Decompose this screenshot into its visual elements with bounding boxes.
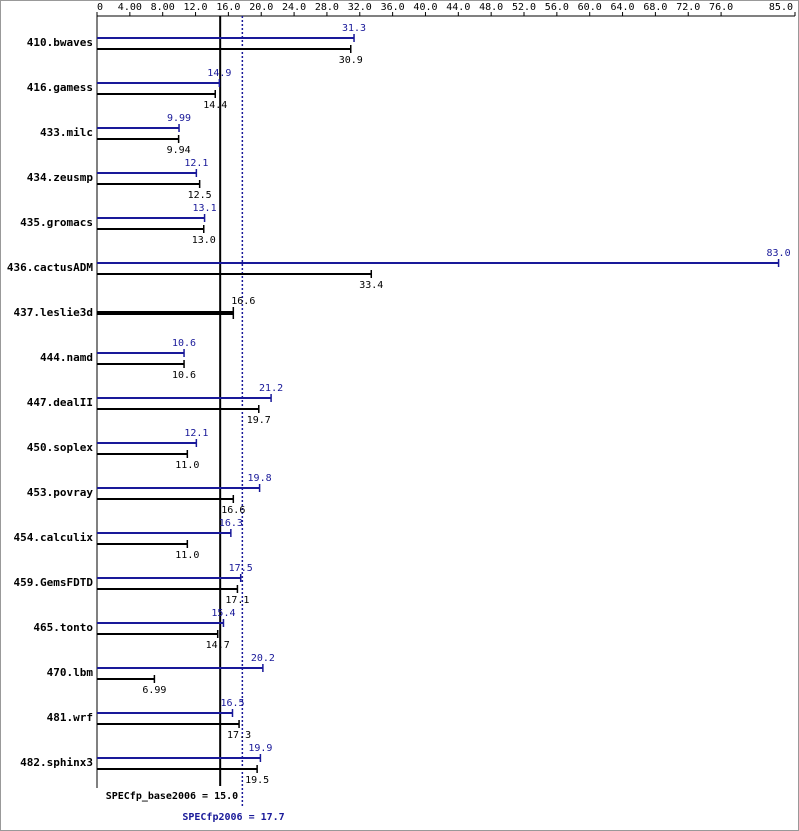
category-label: 454.calculix	[14, 531, 94, 544]
x-tick-label: 24.0	[282, 2, 306, 13]
category-label: 459.GemsFDTD	[14, 576, 94, 589]
x-tick-label: 12.0	[183, 2, 207, 13]
x-tick-label: 56.0	[545, 2, 569, 13]
category-label: 436.cactusADM	[7, 261, 93, 274]
x-tick-label: 32.0	[348, 2, 372, 13]
value-label: 13.0	[192, 235, 216, 246]
category-label: 481.wrf	[47, 711, 93, 724]
x-tick-label: 16.0	[216, 2, 240, 13]
x-tick-label: 48.0	[479, 2, 503, 13]
x-tick-label: 40.0	[413, 2, 437, 13]
category-label: 437.leslie3d	[14, 306, 93, 319]
value-label: 20.2	[251, 653, 275, 664]
x-tick-label: 0	[97, 2, 103, 13]
value-label: 12.1	[184, 158, 208, 169]
reference-label: SPECfp_base2006 = 15.0	[106, 791, 238, 802]
value-label: 14.7	[206, 640, 230, 651]
value-label: 33.4	[359, 280, 383, 291]
value-label: 17.1	[225, 595, 249, 606]
x-tick-label: 72.0	[676, 2, 700, 13]
category-label: 482.sphinx3	[20, 756, 93, 769]
category-label: 444.namd	[40, 351, 93, 364]
value-label: 6.99	[142, 685, 166, 696]
value-label: 19.9	[248, 743, 272, 754]
value-label: 12.1	[184, 428, 208, 439]
x-tick-label: 68.0	[643, 2, 667, 13]
category-label: 416.gamess	[27, 81, 93, 94]
x-tick-label: 44.0	[446, 2, 470, 13]
x-tick-label: 36.0	[381, 2, 405, 13]
value-label: 16.6	[221, 505, 245, 516]
value-label: 16.5	[220, 698, 244, 709]
value-label: 10.6	[172, 338, 196, 349]
value-label: 31.3	[342, 23, 366, 34]
category-label: 435.gromacs	[20, 216, 93, 229]
value-label: 9.94	[167, 145, 191, 156]
category-label: 410.bwaves	[27, 36, 93, 49]
x-tick-label: 60.0	[578, 2, 602, 13]
value-label: 10.6	[172, 370, 196, 381]
x-tick-label: 4.00	[118, 2, 142, 13]
value-label: 11.0	[175, 460, 199, 471]
x-tick-label: 64.0	[611, 2, 635, 13]
value-label: 83.0	[767, 248, 791, 259]
value-label: 30.9	[339, 55, 363, 66]
category-label: 450.soplex	[27, 441, 94, 454]
x-tick-label: 28.0	[315, 2, 339, 13]
value-label: 17.5	[229, 563, 253, 574]
x-tick-label: 20.0	[249, 2, 273, 13]
value-label: 12.5	[188, 190, 212, 201]
value-label: 16.6	[231, 296, 255, 307]
x-tick-label: 52.0	[512, 2, 536, 13]
value-label: 9.99	[167, 113, 191, 124]
category-label: 434.zeusmp	[27, 171, 94, 184]
value-label: 14.9	[207, 68, 231, 79]
value-label: 16.3	[219, 518, 243, 529]
reference-label: SPECfp2006 = 17.7	[182, 812, 284, 823]
value-label: 11.0	[175, 550, 199, 561]
category-label: 447.dealII	[27, 396, 93, 409]
x-tick-label: 85.0	[769, 2, 793, 13]
value-label: 13.1	[193, 203, 217, 214]
value-label: 17.3	[227, 730, 251, 741]
value-label: 19.8	[248, 473, 272, 484]
category-label: 470.lbm	[47, 666, 94, 679]
value-label: 19.7	[247, 415, 271, 426]
value-label: 15.4	[211, 608, 235, 619]
category-label: 433.milc	[40, 126, 93, 139]
x-tick-label: 8.00	[151, 2, 175, 13]
value-label: 14.4	[203, 100, 227, 111]
value-label: 19.5	[245, 775, 269, 786]
x-tick-label: 76.0	[709, 2, 733, 13]
value-label: 21.2	[259, 383, 283, 394]
category-label: 465.tonto	[33, 621, 93, 634]
category-label: 453.povray	[27, 486, 94, 499]
